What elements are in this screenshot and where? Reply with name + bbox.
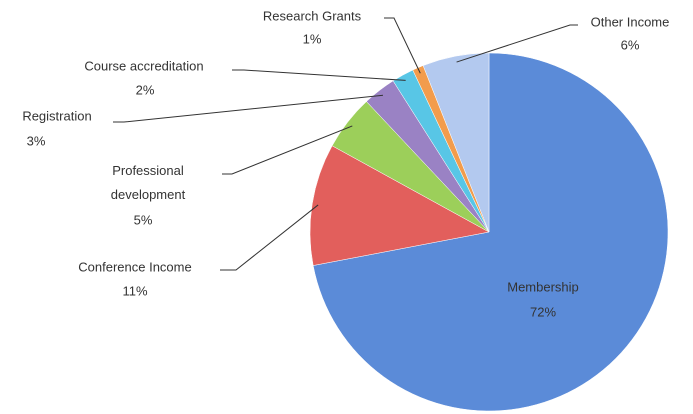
slice-value-label: 6%	[621, 37, 640, 52]
leader-line	[113, 94, 384, 123]
pie-slice	[309, 145, 490, 266]
slice-value-label: 5%	[134, 212, 153, 227]
slice-label: Conference Income	[78, 259, 191, 274]
leader-line	[384, 17, 421, 74]
slice-value-label: 3%	[27, 133, 46, 148]
slice-label: Research Grants	[263, 8, 362, 23]
slice-label: Other Income	[591, 14, 670, 29]
leader-line	[232, 69, 406, 81]
slice-label: Course accreditation	[84, 58, 203, 73]
leader-line	[222, 125, 353, 175]
slice-value-label: 72%	[530, 304, 556, 319]
slice-label: Professional development	[111, 163, 186, 202]
pie-slice	[422, 52, 490, 233]
leader-line	[456, 24, 578, 63]
slice-value-label: 2%	[136, 82, 155, 97]
label-line: development	[111, 187, 186, 202]
pie-slice	[312, 52, 669, 412]
slice-value-label: 11%	[122, 283, 147, 298]
slice-value-label: 1%	[303, 31, 322, 46]
slice-label: Membership	[507, 279, 579, 294]
leader-line	[220, 204, 319, 271]
slice-label: Registration	[22, 108, 91, 123]
label-line: Professional	[112, 163, 184, 178]
